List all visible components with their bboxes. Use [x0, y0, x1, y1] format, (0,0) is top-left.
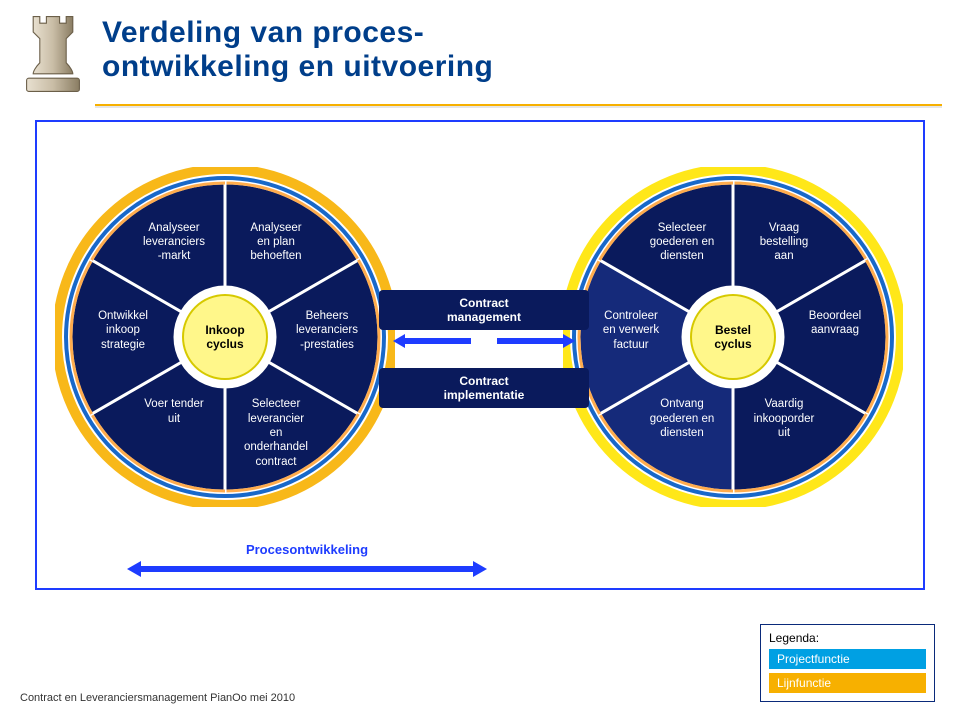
process-development-arrow: Procesontwikkeling: [127, 542, 487, 582]
diagram-frame: Inkoopcyclus Analyseeren planbehoeftenBe…: [35, 120, 925, 590]
bridge-arrow-left: [393, 334, 471, 348]
double-arrow-icon: [127, 561, 487, 577]
bridge-block: Contractmanagement Contractimplementatie: [379, 290, 589, 408]
legend-title: Legenda:: [769, 631, 926, 645]
process-development-label: Procesontwikkeling: [127, 542, 487, 557]
page-title: Verdeling van proces-ontwikkeling en uit…: [102, 16, 493, 84]
legend-box: Legenda: Projectfunctie Lijnfunctie: [760, 624, 935, 702]
legend-line: Lijnfunctie: [769, 673, 926, 693]
chess-rook-icon: [20, 10, 86, 90]
bridge-bottom-label: Contractimplementatie: [379, 368, 589, 408]
footer-text: Contract en Leveranciersmanagement PianO…: [20, 692, 295, 704]
header: Verdeling van proces-ontwikkeling en uit…: [0, 0, 960, 96]
bridge-top-label: Contractmanagement: [379, 290, 589, 330]
title-underline: [95, 104, 942, 110]
left-wheel: Inkoopcyclus Analyseeren planbehoeftenBe…: [55, 167, 395, 507]
bridge-arrow-right: [497, 334, 575, 348]
left-hub: Inkoopcyclus: [182, 294, 268, 380]
legend-project: Projectfunctie: [769, 649, 926, 669]
right-wheel: Bestelcyclus VraagbestellingaanBeoordeel…: [563, 167, 903, 507]
right-hub: Bestelcyclus: [690, 294, 776, 380]
